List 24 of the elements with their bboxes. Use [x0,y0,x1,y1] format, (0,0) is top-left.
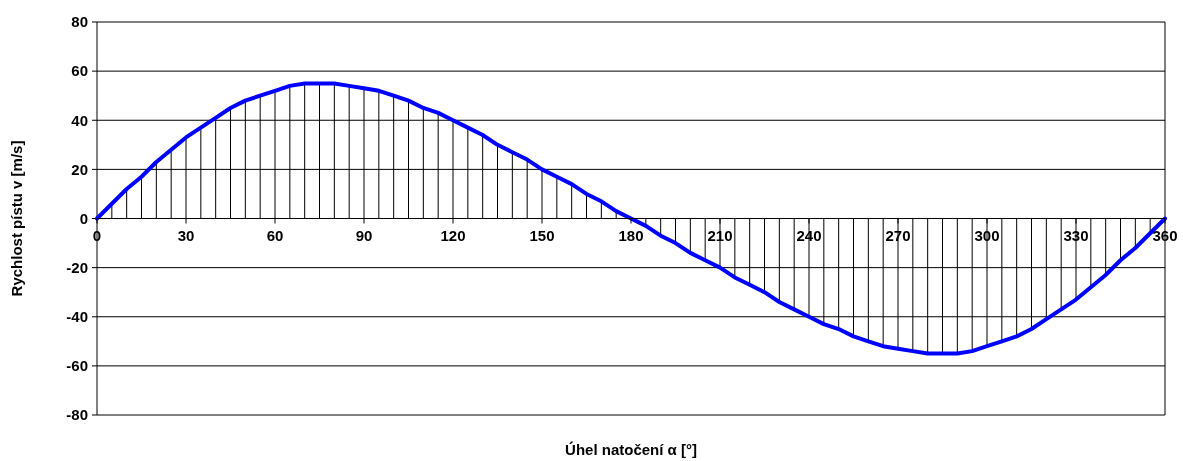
y-tick-label: -20 [66,258,88,276]
x-tick-label: 180 [618,226,644,244]
x-tick-label: 150 [529,226,555,244]
x-tick-label: 210 [707,226,733,244]
y-tick-label: -40 [66,308,88,325]
x-tick-label: 0 [92,226,102,244]
y-axis-title: Rychlost pístu v [m/s] [8,140,25,297]
y-tick-label: 40 [71,111,88,129]
x-tick-label: 360 [1152,226,1178,244]
y-tick-label: 60 [71,62,88,80]
x-tick-label: 240 [796,226,822,244]
y-tick-label: -80 [66,406,88,424]
x-tick-label: 120 [440,226,466,244]
x-axis-title: Úhel natočení α [°] [565,441,697,458]
x-tick-label: 330 [1063,226,1089,244]
y-tick-label: 80 [71,13,88,31]
x-tick-label: 90 [355,226,373,244]
x-tick-label: 60 [266,226,284,244]
y-tick-label: -60 [66,357,88,375]
x-tick-label: 300 [974,226,1000,244]
y-tick-label: 0 [79,209,88,227]
x-tick-label: 270 [885,226,911,244]
y-tick-label: 20 [71,160,88,178]
x-tick-label: 30 [177,226,195,244]
